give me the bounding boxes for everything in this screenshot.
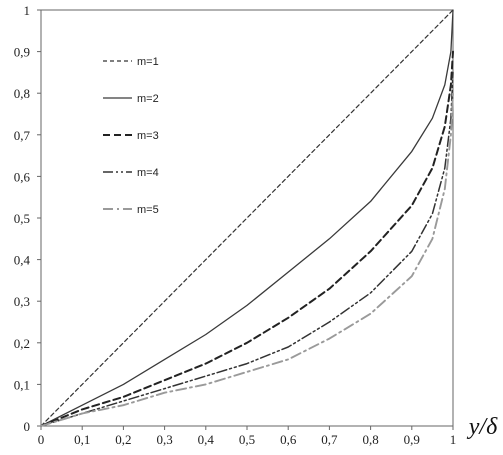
x-tick-label: 0: [38, 432, 45, 447]
x-tick-label: 0,6: [280, 432, 297, 447]
legend-label-m-2: m=2: [137, 93, 159, 105]
y-tick-label: 0,3: [14, 294, 30, 309]
y-tick-label: 0: [24, 419, 31, 434]
legend-label-m-3: m=3: [137, 130, 159, 142]
series-line-m-1: [40, 9, 454, 427]
x-tick-label: 0,7: [321, 432, 338, 447]
x-axis-label: y/δ: [467, 414, 498, 440]
x-tick-label: 0,2: [115, 432, 131, 447]
y-tick-label: 0,7: [14, 128, 31, 143]
x-tick-label: 0,3: [156, 432, 172, 447]
series-line-m-4: [40, 71, 454, 427]
x-tick-label: 0,5: [239, 432, 255, 447]
y-tick-label: 1: [24, 3, 31, 18]
x-tick-label: 0,4: [198, 432, 215, 447]
y-tick-label: 0,2: [14, 336, 30, 351]
series-line-m-2: [40, 9, 454, 427]
series-line-m-3: [40, 50, 454, 427]
x-tick-label: 0,1: [74, 432, 90, 447]
legend-label-m-4: m=4: [137, 167, 159, 179]
x-tick-label: 0,8: [362, 432, 378, 447]
series-layer: [40, 9, 454, 427]
x-tick-label: 0,9: [404, 432, 420, 447]
y-tick-label: 0,9: [14, 45, 30, 60]
legend-label-m-1: m=1: [137, 56, 159, 68]
y-tick-label: 0,1: [14, 377, 30, 392]
legend: m=1 m=2 m=3 m=4 m=5: [103, 56, 159, 216]
series-line-m-5: [40, 92, 454, 427]
x-tick-label: 1: [450, 432, 457, 447]
x-axis-ticks: 0 0,1 0,2 0,3 0,4 0,5 0,6 0,7 0,8 0,9 1: [38, 426, 457, 447]
y-axis-ticks: 0 0,1 0,2 0,3 0,4 0,5 0,6 0,7 0,8 0,9 1: [14, 3, 41, 434]
y-tick-label: 0,4: [14, 253, 31, 268]
y-tick-label: 0,5: [14, 211, 30, 226]
y-tick-label: 0,6: [14, 169, 31, 184]
y-tick-label: 0,8: [14, 86, 30, 101]
legend-label-m-5: m=5: [137, 204, 159, 216]
